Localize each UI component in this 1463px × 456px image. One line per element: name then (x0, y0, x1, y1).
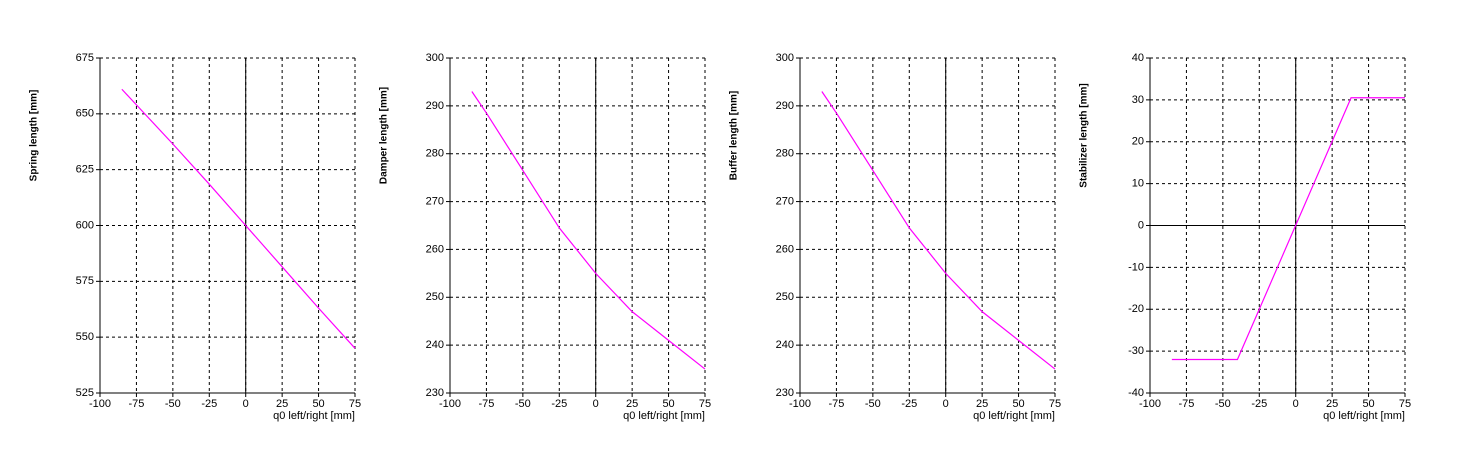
x-tick-label: 75 (1049, 398, 1061, 410)
y-tick-label: 270 (776, 195, 794, 207)
y-tick-label: -20 (1128, 303, 1144, 315)
y-tick-label: 40 (1132, 52, 1144, 64)
x-tick-label: -25 (1251, 398, 1267, 410)
x-tick-label: 25 (276, 398, 288, 410)
y-tick-label: 230 (776, 387, 794, 399)
data-line (1171, 97, 1405, 361)
y-tick-label: 10 (1132, 178, 1144, 190)
y-tick-label: 250 (426, 291, 444, 303)
x-tick-label: -50 (1215, 398, 1231, 410)
y-tick-label: 270 (426, 195, 444, 207)
x-tick-label: 25 (626, 398, 638, 410)
subplot: 525 550 575 600 625 650 675 -100 -75 -50 -25 0 25 50 7… (29, 52, 361, 422)
x-tick-label: 0 (943, 398, 949, 410)
x-tick-label: -25 (551, 398, 567, 410)
y-tick-label: 230 (426, 387, 444, 399)
x-axis-label: q0 left/right [mm] (1323, 410, 1405, 422)
y-axis-label: Spring length [mm] (29, 90, 40, 182)
y-tick-label: 240 (426, 339, 444, 351)
x-axis-label: q0 left/right [mm] (623, 410, 705, 422)
y-tick-label: 290 (426, 100, 444, 112)
x-tick-label: 50 (312, 398, 324, 410)
x-tick-label: 75 (699, 398, 711, 410)
x-tick-label: 50 (1012, 398, 1024, 410)
x-tick-label: 0 (593, 398, 599, 410)
x-axis-label: q0 left/right [mm] (973, 410, 1055, 422)
y-tick-label: 260 (426, 243, 444, 255)
x-tick-label: 25 (976, 398, 988, 410)
y-tick-label: 525 (76, 387, 94, 399)
data-line (471, 91, 706, 370)
x-tick-label: -25 (201, 398, 217, 410)
x-tick-label: 0 (243, 398, 249, 410)
x-tick-label: -100 (1139, 398, 1161, 410)
y-tick-label: 280 (426, 148, 444, 160)
y-tick-label: 300 (426, 52, 444, 64)
y-tick-label: -10 (1128, 261, 1144, 273)
x-tick-label: 75 (349, 398, 361, 410)
y-tick-label: 290 (776, 100, 794, 112)
y-tick-label: 260 (776, 243, 794, 255)
y-tick-label: 0 (1138, 219, 1144, 231)
y-tick-label: 550 (76, 331, 94, 343)
y-tick-label: 240 (776, 339, 794, 351)
x-tick-label: -75 (478, 398, 494, 410)
x-tick-label: -75 (1178, 398, 1194, 410)
y-tick-label: 575 (76, 275, 94, 287)
x-axis-label: q0 left/right [mm] (273, 410, 355, 422)
x-tick-label: 50 (1362, 398, 1374, 410)
x-tick-label: -100 (439, 398, 461, 410)
y-tick-label: 30 (1132, 94, 1144, 106)
y-tick-label: 650 (76, 108, 94, 120)
x-tick-label: -50 (865, 398, 881, 410)
data-line (821, 91, 1056, 370)
x-tick-label: -100 (89, 398, 111, 410)
x-tick-label: -50 (515, 398, 531, 410)
y-axis-label: Damper length [mm] (379, 87, 390, 184)
x-tick-label: -75 (828, 398, 844, 410)
y-tick-label: 280 (776, 148, 794, 160)
y-axis-label: Buffer length [mm] (729, 91, 740, 180)
x-tick-label: -100 (789, 398, 811, 410)
y-tick-label: 250 (776, 291, 794, 303)
data-line (121, 88, 356, 349)
y-tick-label: -30 (1128, 345, 1144, 357)
y-tick-label: 625 (76, 164, 94, 176)
y-axis-label: Stabilizer length [mm] (1079, 83, 1090, 187)
x-tick-label: 25 (1326, 398, 1338, 410)
y-tick-label: 20 (1132, 136, 1144, 148)
x-tick-label: -75 (128, 398, 144, 410)
x-tick-label: -25 (901, 398, 917, 410)
y-tick-label: 300 (776, 52, 794, 64)
subplot: 230 240 250 260 270 280 290 300 -100 -75 -50 -25 0 25… (729, 52, 1061, 422)
y-tick-label: -40 (1128, 387, 1144, 399)
y-tick-label: 600 (76, 219, 94, 231)
x-tick-label: 75 (1399, 398, 1411, 410)
x-tick-label: 50 (662, 398, 674, 410)
x-tick-label: -50 (165, 398, 181, 410)
x-tick-label: 0 (1293, 398, 1299, 410)
y-tick-label: 675 (76, 52, 94, 64)
subplot: 230 240 250 260 270 280 290 300 -100 -75 -50 -25 0 25… (379, 52, 711, 422)
